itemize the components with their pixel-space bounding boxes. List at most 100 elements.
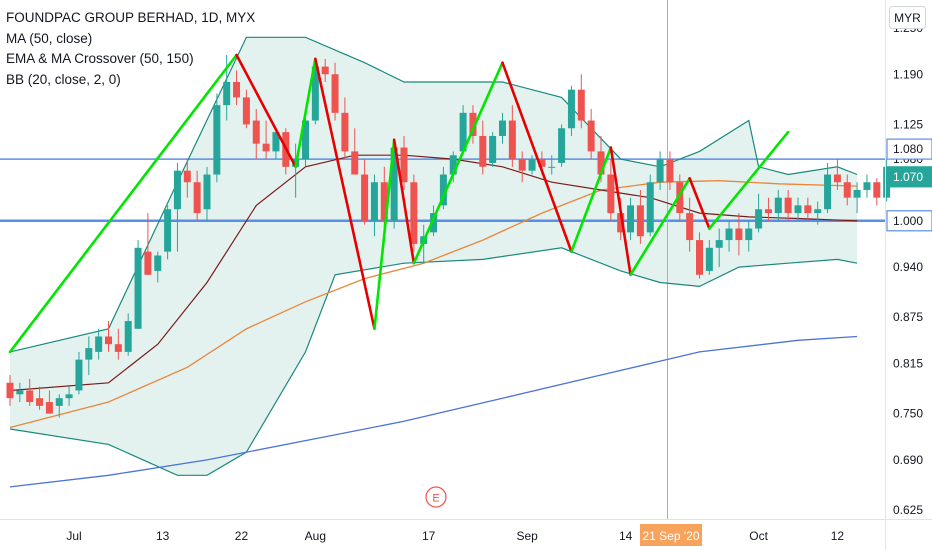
candle xyxy=(833,159,841,190)
candle-body xyxy=(45,402,53,414)
currency-button[interactable]: MYR xyxy=(889,6,926,29)
candle xyxy=(508,105,516,167)
candle-body xyxy=(774,197,782,214)
candle-body xyxy=(528,159,536,171)
candle-body xyxy=(75,359,83,391)
price-tag-label: 1.070 xyxy=(893,170,923,184)
candle xyxy=(804,197,812,221)
earnings-icon: E xyxy=(432,493,439,505)
bollinger-lower-line xyxy=(9,247,858,476)
candle xyxy=(193,170,201,221)
svg-text:MYR: MYR xyxy=(894,11,921,25)
zigzag-segment xyxy=(708,130,790,230)
zigzag-segment xyxy=(570,146,613,253)
earnings-marker[interactable]: E xyxy=(425,486,447,508)
legend-ma[interactable]: MA (50, close) xyxy=(6,30,93,46)
candle xyxy=(676,174,684,221)
candle xyxy=(36,386,44,410)
candle xyxy=(390,139,398,229)
candle-body xyxy=(676,182,684,214)
candle-body xyxy=(351,151,359,175)
candle xyxy=(75,351,83,395)
candle-body xyxy=(193,182,201,214)
candle xyxy=(242,89,250,129)
zigzag-segment xyxy=(688,177,711,230)
candle-body xyxy=(341,112,349,152)
legend-ema-ma[interactable]: EMA & MA Crossover (50, 150) xyxy=(6,51,194,66)
candle xyxy=(863,174,871,198)
price-tags: 1.080 1.070 1.000 xyxy=(886,138,932,232)
x-tick-label: Sep xyxy=(516,529,538,543)
candle xyxy=(764,197,772,221)
candle-body xyxy=(134,247,142,329)
y-axis-ticks: 1.2501.1901.1251.0801.0000.9400.8750.815… xyxy=(893,21,923,517)
x-tick-label: Oct xyxy=(749,529,768,543)
candle-body xyxy=(755,209,763,229)
candle xyxy=(272,128,280,160)
candle xyxy=(656,151,664,190)
candle-body xyxy=(154,255,162,271)
x-tick-label: 17 xyxy=(422,529,436,543)
candle xyxy=(55,394,63,418)
candle-body xyxy=(627,205,635,233)
legend-bb[interactable]: BB (20, close, 2, 0) xyxy=(6,71,121,87)
candle-body xyxy=(597,151,605,175)
chart-legend: FOUNDPAC GROUP BERHAD, 1D, MYX MA (50, c… xyxy=(6,8,255,90)
candle xyxy=(548,155,556,175)
candle xyxy=(252,108,260,160)
candle-body xyxy=(144,251,152,275)
candle-body xyxy=(804,205,812,214)
candle xyxy=(213,93,221,183)
zigzag-pattern xyxy=(8,53,790,354)
x-tick-label: Jul xyxy=(66,529,81,543)
candle-body xyxy=(361,174,369,221)
candle-body xyxy=(459,112,467,152)
candle-body xyxy=(853,189,861,198)
candle-body xyxy=(183,170,191,183)
candle-body xyxy=(321,66,329,75)
y-tick-label: 0.875 xyxy=(893,310,923,324)
candle-body xyxy=(636,205,644,237)
candle-body xyxy=(735,228,743,241)
candles xyxy=(6,54,891,418)
candle-body xyxy=(26,390,34,403)
candle-body xyxy=(696,240,703,275)
candle xyxy=(361,159,369,225)
candle-body xyxy=(6,382,14,399)
candle-body xyxy=(745,228,753,241)
candle xyxy=(587,108,595,160)
x-tick-label: 12 xyxy=(831,529,845,543)
candle xyxy=(794,197,802,221)
candle-body xyxy=(439,174,447,206)
candle xyxy=(302,112,309,167)
candle xyxy=(410,174,418,252)
candle xyxy=(262,120,270,160)
y-tick-label: 0.625 xyxy=(893,503,923,517)
candle xyxy=(400,135,408,190)
zigzag-segment xyxy=(392,138,416,265)
y-tick-label: 0.750 xyxy=(893,407,923,421)
y-tick-label: 1.190 xyxy=(893,67,923,81)
candle-body xyxy=(16,390,24,395)
candle xyxy=(705,240,713,275)
candle xyxy=(351,128,359,175)
ma-150-line xyxy=(9,335,858,488)
legend-symbol[interactable]: FOUNDPAC GROUP BERHAD, 1D, MYX xyxy=(6,10,256,25)
candle xyxy=(735,213,743,256)
zigzag-segment xyxy=(629,177,691,277)
candle xyxy=(114,328,122,360)
candle-body xyxy=(499,120,506,136)
candle-body xyxy=(567,89,575,129)
y-tick-label: 0.690 xyxy=(893,453,923,467)
candle-body xyxy=(95,336,103,352)
candle xyxy=(646,174,654,237)
candle-body xyxy=(558,128,566,163)
candle-body xyxy=(380,182,388,221)
candle-body xyxy=(105,336,112,345)
candle xyxy=(45,390,53,414)
candle xyxy=(26,378,34,406)
x-tick-label: 13 xyxy=(156,529,170,543)
candle xyxy=(627,197,635,241)
candle xyxy=(439,166,447,210)
